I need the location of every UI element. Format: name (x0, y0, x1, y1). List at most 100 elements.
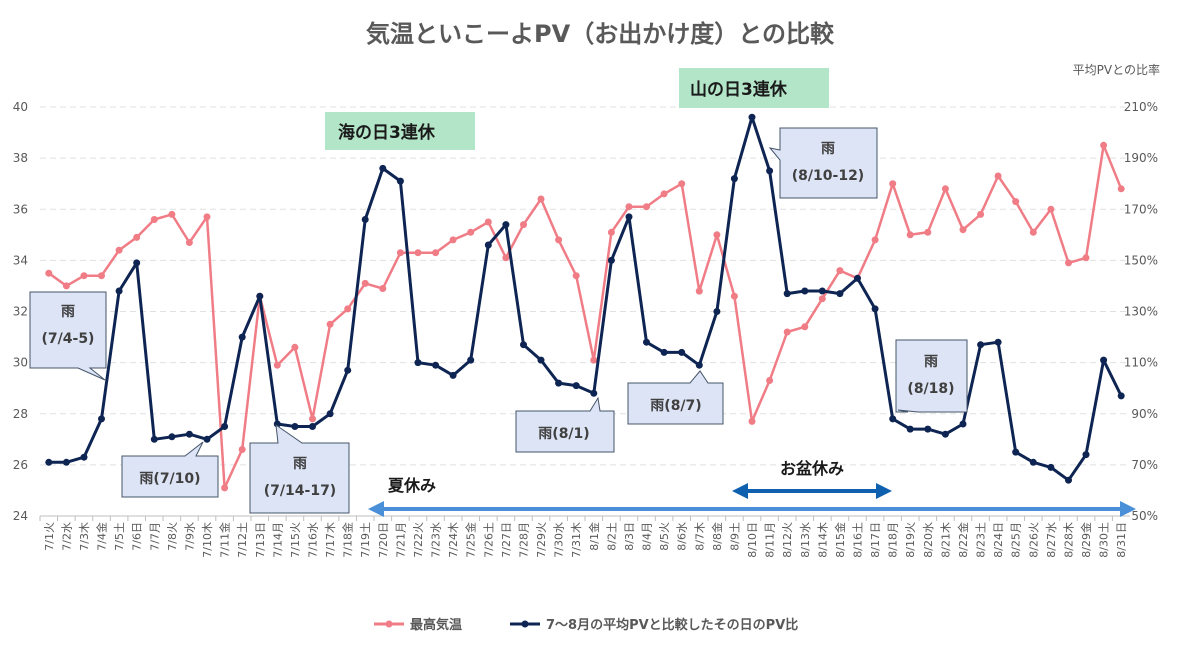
x-tick-label: 7/12土 (236, 522, 249, 558)
callout-rain-7-14-17: 雨 (7/14-17) (249, 423, 350, 514)
left-tick-label: 26 (13, 458, 28, 472)
x-tick-label: 7/24木 (447, 522, 460, 558)
x-tick-label: 7/31木 (570, 522, 583, 558)
left-tick-label: 30 (13, 356, 28, 370)
data-point (1100, 141, 1108, 149)
data-point (150, 435, 158, 443)
data-point (133, 259, 141, 267)
data-point (520, 221, 527, 229)
x-tick-label: 8/19火 (904, 522, 917, 558)
data-point (1117, 392, 1125, 400)
right-tick-label: 90% (1131, 407, 1158, 421)
data-point (906, 425, 914, 433)
data-point (941, 185, 949, 193)
svg-text:(7/4-5): (7/4-5) (42, 331, 95, 347)
x-tick-label: 7/26土 (482, 522, 495, 558)
data-point (590, 356, 598, 364)
x-tick-label: 8/6水 (676, 522, 689, 551)
data-point (994, 172, 1002, 180)
x-tick-label: 8/8金 (710, 522, 724, 551)
data-point (801, 287, 809, 295)
x-tick-label: 8/4月 (641, 522, 654, 551)
svg-text:雨: 雨 (293, 456, 307, 472)
data-point (660, 348, 668, 356)
data-point (730, 175, 738, 183)
legend-item-pv-ratio: 7〜8月の平均PVと比較したその日のPV比 (510, 617, 798, 633)
data-point (291, 343, 299, 351)
data-point (484, 218, 492, 226)
x-tick-label: 7/11金 (218, 522, 232, 558)
data-point (1082, 254, 1090, 262)
svg-text:(8/10-12): (8/10-12) (792, 168, 864, 184)
callout-rain-8-18: 雨 (8/18) (895, 339, 968, 413)
data-point (432, 361, 440, 369)
svg-text:7〜8月の平均PVと比較したその日のPV比: 7〜8月の平均PVと比較したその日のPV比 (546, 617, 798, 633)
data-point (449, 236, 457, 244)
data-point (309, 423, 316, 430)
data-point (660, 190, 668, 198)
x-tick-label: 7/9水 (183, 522, 196, 551)
x-tick-label: 8/9土 (728, 522, 741, 551)
series-line (48, 144, 1123, 490)
left-tick-label: 28 (13, 407, 28, 421)
svg-text:雨(8/7): 雨(8/7) (650, 398, 701, 414)
x-tick-label: 7/4金 (95, 522, 109, 551)
data-point (379, 285, 387, 292)
x-tick-label: 8/10日 (746, 522, 759, 558)
right-tick-label: 70% (1131, 458, 1158, 472)
data-point (748, 417, 756, 425)
x-tick-label: 8/23土 (975, 522, 988, 558)
data-point (818, 287, 826, 295)
data-point (45, 269, 53, 277)
svg-text:雨(7/10): 雨(7/10) (139, 471, 200, 487)
data-point (221, 423, 229, 430)
data-point (467, 356, 475, 364)
data-point (625, 203, 633, 211)
data-point (678, 348, 686, 356)
gridlines (40, 106, 1130, 517)
data-point (80, 272, 88, 280)
data-point (783, 290, 791, 298)
data-point (818, 295, 826, 303)
data-point (713, 231, 721, 239)
data-point (484, 241, 492, 249)
data-point (520, 341, 527, 349)
right-tick-label: 110% (1124, 356, 1158, 370)
x-tick-label: 7/14月 (271, 522, 284, 558)
x-tick-label: 7/30水 (553, 522, 566, 558)
data-point (396, 177, 404, 185)
x-tick-label: 8/29金 (1079, 522, 1093, 558)
x-tick-label: 8/7木 (693, 522, 706, 551)
x-tick-label: 7/7月 (148, 522, 161, 551)
data-point (502, 254, 510, 262)
data-point (115, 287, 123, 295)
data-point (766, 377, 774, 384)
data-point (889, 415, 897, 423)
data-point (80, 453, 88, 461)
x-tick-label: 8/5火 (658, 522, 671, 551)
data-point (572, 272, 580, 280)
data-point (361, 216, 369, 223)
data-point (344, 305, 352, 313)
data-point (62, 282, 70, 290)
data-point (836, 267, 844, 275)
svg-text:最高気温: 最高気温 (410, 617, 462, 633)
x-tick-label: 8/30土 (1098, 522, 1111, 558)
data-point (1047, 205, 1055, 213)
x-axis: 7/1火 7/2水 7/3木 7/4金 7/5土 7/6日 7/7月 7/8火 7/9水 7/10… (39, 516, 1128, 558)
data-point (185, 430, 193, 438)
data-point (467, 228, 475, 236)
data-point (836, 290, 844, 298)
data-point (396, 249, 404, 257)
data-point (414, 359, 422, 367)
umi-holiday-box (325, 112, 475, 150)
yama-holiday-box (679, 68, 829, 108)
data-point (203, 435, 211, 443)
data-point (361, 279, 369, 287)
data-point (1012, 198, 1020, 206)
x-tick-label: 8/21木 (939, 522, 952, 558)
left-tick-label: 40 (13, 100, 28, 114)
x-tick-label: 8/12火 (781, 522, 794, 558)
data-point (291, 423, 299, 430)
